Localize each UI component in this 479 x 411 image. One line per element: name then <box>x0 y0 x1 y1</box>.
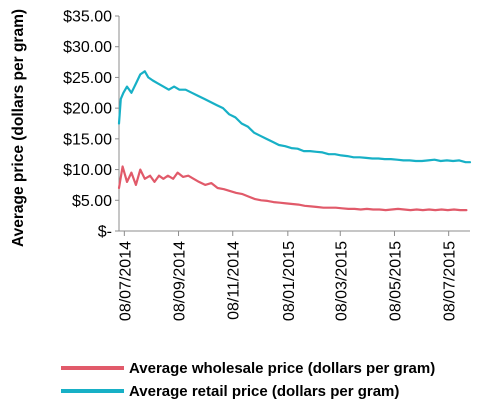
y-tick-label: $5.00 <box>72 193 112 210</box>
y-axis-title-group: Average price (dollars per gram) <box>10 9 27 247</box>
y-axis-title: Average price (dollars per gram) <box>10 9 27 247</box>
legend: Average wholesale price (dollars per gra… <box>61 360 435 400</box>
x-tick-label: 08/05/2015 <box>387 241 404 321</box>
legend-label: Average retail price (dollars per gram) <box>129 383 399 400</box>
y-tick-labels: $- $5.00 $10.00 $15.00 $20.00 $25.00 $30.00 $35… <box>63 9 119 241</box>
x-tick-label: 08/09/2014 <box>172 241 189 321</box>
x-tick-label: 08/07/2015 <box>442 241 459 321</box>
y-tick-label: $20.00 <box>63 101 112 118</box>
y-tick-label: $- <box>98 224 112 241</box>
x-tick-label: 08/07/2014 <box>117 241 134 321</box>
y-tick-label: $15.00 <box>63 131 112 148</box>
x-tick-label: 08/01/2015 <box>281 241 298 321</box>
series-lines <box>117 70 472 212</box>
legend-label: Average wholesale price (dollars per gra… <box>129 360 435 377</box>
x-tick-labels: 08/07/2014 08/09/2014 08/11/2014 08/01/2015… <box>117 231 459 321</box>
x-tick-label: 08/11/2014 <box>226 241 243 320</box>
plot-area <box>117 16 472 232</box>
y-tick-label: $25.00 <box>63 70 112 87</box>
y-tick-label: $10.00 <box>63 162 112 179</box>
series-line-wholesale <box>117 165 468 212</box>
y-tick-label: $30.00 <box>63 39 112 56</box>
x-tick-label: 08/03/2015 <box>333 241 350 321</box>
series-line-retail <box>117 70 472 164</box>
y-tick-label: $35.00 <box>63 9 112 26</box>
